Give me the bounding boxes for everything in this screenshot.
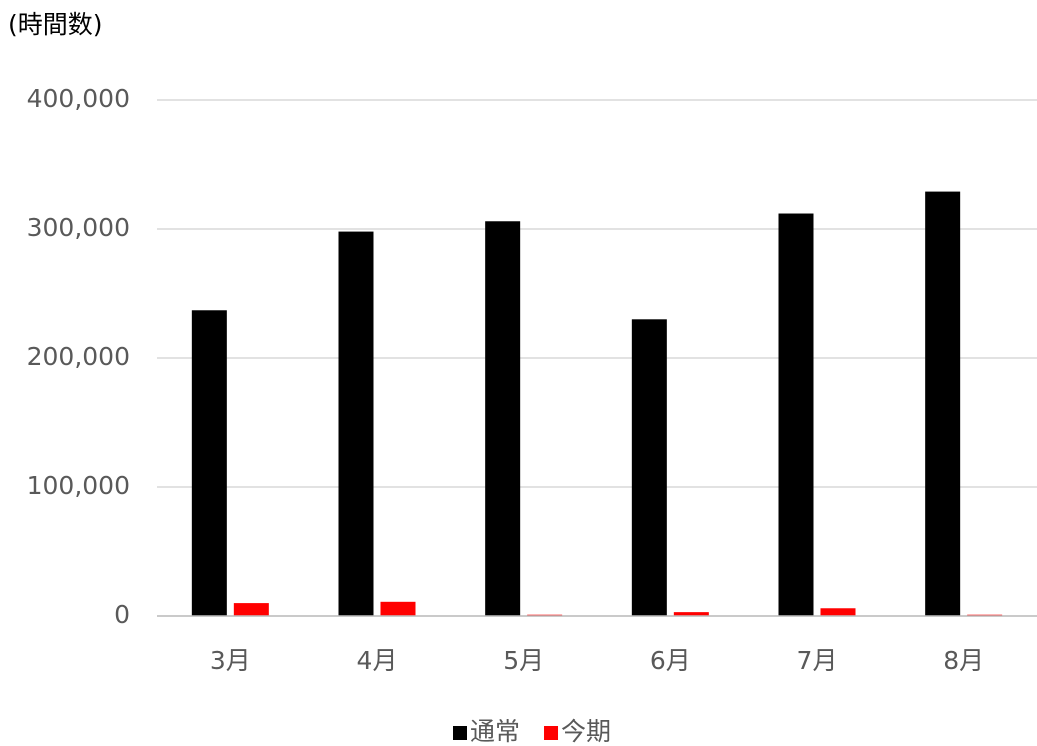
y-tick-label: 400,000: [27, 84, 130, 113]
legend-swatch: [453, 726, 467, 740]
legend-label: 今期: [561, 717, 611, 746]
bar: [820, 608, 856, 616]
y-tick-label: 300,000: [27, 213, 130, 242]
bar: [233, 603, 269, 616]
bar: [338, 231, 374, 616]
legend-swatch: [544, 726, 559, 740]
bar: [925, 191, 961, 616]
x-tick-label: 3月: [210, 646, 251, 675]
y-tick-label: 100,000: [27, 471, 130, 500]
x-tick-label: 5月: [503, 646, 544, 675]
y-tick-label: 0: [114, 600, 130, 629]
x-tick-label: 8月: [943, 646, 984, 675]
bar: [485, 221, 521, 616]
x-tick-label: 7月: [797, 646, 838, 675]
bar: [380, 601, 416, 616]
x-tick-label: 4月: [357, 646, 398, 675]
bar: [191, 310, 227, 616]
x-tick-label: 6月: [650, 646, 691, 675]
bar: [778, 213, 814, 616]
y-tick-label: 200,000: [27, 342, 130, 371]
bar: [673, 612, 709, 616]
bar: [631, 319, 667, 616]
legend-label: 通常: [470, 717, 520, 746]
y-axis-label: (時間数): [8, 10, 103, 39]
